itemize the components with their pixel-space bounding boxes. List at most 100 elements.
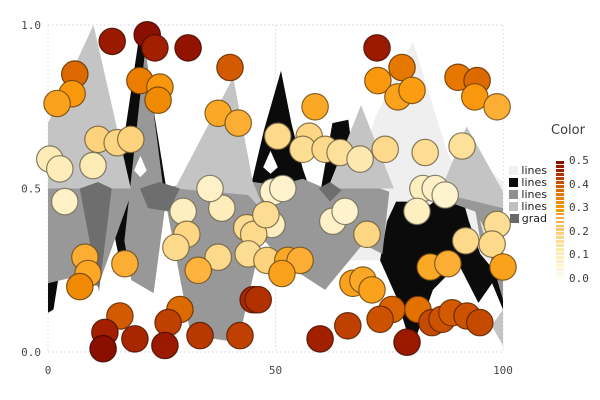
scatter-point bbox=[121, 325, 149, 353]
scatter-point bbox=[263, 122, 292, 150]
colorbar-segment bbox=[556, 212, 564, 216]
colorbar-segment bbox=[556, 196, 564, 200]
scatter-point bbox=[169, 197, 197, 226]
scatter-point bbox=[224, 109, 252, 137]
legend-swatch-icon bbox=[509, 202, 519, 211]
scatter-point bbox=[98, 27, 126, 56]
scatter-point bbox=[431, 181, 459, 209]
colorbar-tick-0.3: 0.3 bbox=[569, 201, 589, 215]
x-tick-label-0: 0 bbox=[45, 364, 52, 377]
y-tick-label-0.0: 0.0 bbox=[21, 346, 41, 359]
colorbar-segment bbox=[556, 208, 564, 212]
legend-entry-3: lines bbox=[507, 201, 547, 212]
x-tick-label-50: 50 bbox=[269, 364, 282, 377]
scatter-point bbox=[393, 328, 421, 356]
legend-entry-label: lines bbox=[521, 176, 547, 189]
scatter-point bbox=[66, 272, 94, 301]
colorbar-segment bbox=[556, 272, 564, 276]
colorbar-segment bbox=[556, 252, 564, 256]
scatter-point bbox=[448, 132, 476, 160]
colorbar-segment bbox=[556, 236, 564, 240]
scatter-point bbox=[366, 305, 394, 334]
grad-band-poly-0 bbox=[139, 182, 180, 212]
scatter-point bbox=[363, 34, 391, 62]
scatter-point bbox=[79, 151, 107, 180]
scatter-point bbox=[358, 276, 386, 304]
colorbar-segment bbox=[556, 248, 564, 252]
scatter-point bbox=[252, 200, 280, 229]
colorbar-segment bbox=[556, 161, 564, 164]
scatter-point bbox=[483, 93, 511, 121]
silver-band-poly-1 bbox=[174, 77, 267, 215]
scatter-point bbox=[478, 230, 506, 258]
scatter-point bbox=[244, 285, 273, 314]
silver-band-poly-3 bbox=[441, 126, 503, 209]
scatter-point bbox=[268, 259, 296, 288]
colorbar-segment bbox=[556, 228, 564, 232]
legend-entry-label: lines bbox=[521, 188, 547, 201]
silver-band-poly-4 bbox=[491, 309, 503, 346]
legend: lines lines lines lines grad bbox=[507, 165, 547, 224]
scatter-point bbox=[117, 125, 145, 154]
scatter-point bbox=[162, 233, 190, 262]
scatter-point bbox=[451, 227, 480, 255]
colorbar-tick-0.0: 0.0 bbox=[569, 272, 589, 285]
x-tick-label-100: 100 bbox=[493, 364, 513, 377]
band-gap-notch-1 bbox=[263, 150, 278, 174]
legend-entry-label: grad bbox=[521, 212, 547, 225]
colorbar-segment bbox=[556, 256, 564, 260]
scatter-point bbox=[154, 308, 182, 337]
legend-entry-4: grad bbox=[507, 213, 547, 224]
legend-swatch-icon bbox=[509, 214, 519, 223]
scatter-point bbox=[141, 34, 169, 62]
colorbar-segment bbox=[556, 180, 564, 184]
colorbar-segment bbox=[556, 200, 564, 204]
scatter-point bbox=[331, 197, 359, 226]
scatter-point bbox=[411, 138, 439, 167]
colorbar-segment bbox=[556, 276, 564, 279]
scatter-point bbox=[196, 174, 224, 203]
colorbar-segment bbox=[556, 260, 564, 264]
scatter-point bbox=[434, 249, 462, 278]
band-gap-notch-0 bbox=[134, 155, 147, 178]
colorbar-tick-0.1: 0.1 bbox=[569, 248, 589, 262]
colorbar-segment bbox=[556, 240, 564, 244]
colorbar-segment bbox=[556, 244, 564, 248]
colorbar-segment bbox=[556, 264, 564, 268]
scatter-point bbox=[465, 308, 494, 337]
scatter-point bbox=[43, 89, 71, 118]
scatter-point bbox=[89, 334, 117, 363]
scatter-point bbox=[398, 76, 426, 105]
scatter-point bbox=[216, 53, 244, 82]
colorbar-segment bbox=[556, 168, 564, 172]
colorbar-tick-0.4: 0.4 bbox=[569, 177, 589, 191]
scatter-point bbox=[144, 86, 172, 114]
scatter-point bbox=[45, 155, 74, 183]
colorbar-segment bbox=[556, 232, 564, 236]
colorbar-segment bbox=[556, 188, 564, 192]
legend-entry-label: lines bbox=[521, 164, 547, 177]
colorbar-segment bbox=[556, 192, 564, 196]
colorbar-segment bbox=[556, 216, 564, 220]
scatter-point bbox=[388, 53, 416, 82]
legend-entry-0: lines bbox=[507, 165, 547, 176]
legend-swatch-icon bbox=[509, 166, 519, 175]
y-tick-label-0.5: 0.5 bbox=[21, 183, 41, 196]
colorbar-segment bbox=[556, 224, 564, 228]
colorbar-tick-0.5: 0.5 bbox=[569, 154, 589, 167]
colorbar-title: Color bbox=[551, 123, 585, 138]
scatter-point bbox=[333, 311, 362, 340]
grad-band-poly-2 bbox=[79, 182, 112, 292]
scatter-point bbox=[226, 321, 254, 350]
scatter-point bbox=[268, 174, 297, 203]
colorbar-segment bbox=[556, 172, 564, 176]
legend-swatch-icon bbox=[509, 190, 519, 199]
y-tick-label-1.0: 1.0 bbox=[21, 19, 41, 32]
colorbar-segment bbox=[556, 204, 564, 208]
colorbar-segment bbox=[556, 176, 564, 180]
colorbar-tick-0.2: 0.2 bbox=[569, 224, 589, 238]
grad-band-poly-3 bbox=[318, 182, 342, 202]
scatter-point bbox=[371, 135, 399, 164]
scatter-point bbox=[151, 331, 179, 360]
